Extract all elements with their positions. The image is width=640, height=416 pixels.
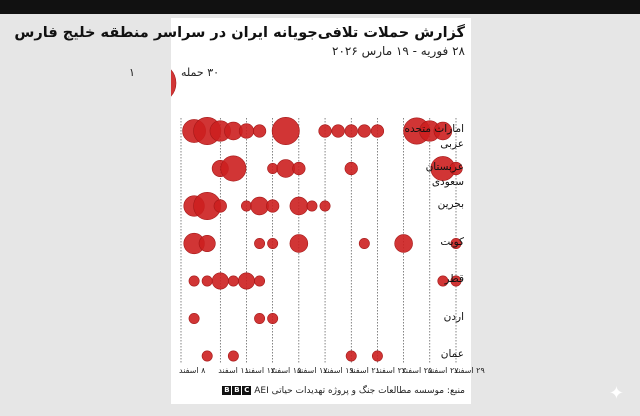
x-tick-label: ۱۵ اسفند (270, 366, 302, 375)
data-bubble (252, 124, 267, 138)
x-tick-label: ۲۱ اسفند (349, 366, 380, 375)
legend-min-label: ۱ (129, 66, 135, 79)
legend-max-bubble (171, 69, 177, 97)
data-bubble (267, 238, 279, 249)
data-bubble (437, 275, 449, 287)
data-bubble (344, 124, 358, 138)
row-label: بحرین (437, 198, 464, 210)
data-bubble (211, 272, 229, 290)
data-bubble (433, 121, 453, 141)
bbc-logo-letter: C (242, 386, 252, 395)
data-bubble (213, 199, 227, 213)
data-bubble (344, 161, 358, 176)
bbc-logo-letter: B (222, 386, 232, 395)
data-bubble (450, 275, 462, 287)
data-bubble (254, 313, 266, 324)
data-bubble (188, 275, 200, 287)
row-label: عربستان سعودی (425, 160, 464, 188)
x-tick-label: ۲۹ اسفند (454, 366, 485, 375)
sparkle-icon: ✦ (608, 383, 624, 404)
data-bubble (271, 117, 300, 145)
data-bubble (227, 350, 239, 362)
data-bubble (289, 234, 309, 253)
data-bubble (276, 159, 296, 178)
data-bubble (254, 275, 266, 287)
data-bubble (370, 124, 385, 138)
data-bubble (289, 196, 309, 216)
data-bubble (198, 235, 216, 252)
source-note: منبع: موسسه مطالعات جنگ و پروژه تهدیدات … (165, 386, 465, 396)
chart-subtitle: ۲۸ فوریه - ۱۹ مارس ۲۰۲۶ (332, 44, 465, 58)
data-bubble (331, 124, 345, 138)
data-bubble (319, 200, 331, 212)
data-bubble (357, 124, 371, 138)
row-label: امارات متحده عربی (404, 123, 464, 150)
row-label: کویت (440, 235, 464, 248)
data-bubble (238, 272, 255, 290)
data-bubble (188, 313, 200, 324)
data-bubble (318, 124, 332, 138)
bbc-logo-letter: B (232, 386, 242, 395)
x-tick-label: ۲۵ اسفند (401, 366, 433, 375)
row-label: قطر (444, 273, 464, 285)
data-bubble (227, 275, 239, 287)
bubble-plot (171, 69, 463, 363)
legend-max-label: ۳۰ حمله (181, 66, 220, 79)
x-tick-label: ۸ اسفند (179, 366, 206, 375)
data-bubble (358, 238, 370, 249)
chart-title: گزارش حملات تلافی‌جویانه ایران در سراسر … (14, 25, 465, 41)
row-label: اردن (443, 310, 464, 323)
bbc-logo: B B C (222, 386, 252, 395)
data-bubble (201, 275, 213, 287)
x-tick-label: ۲۷ اسفند (427, 366, 459, 375)
data-bubble (345, 350, 357, 362)
data-bubble (450, 238, 462, 249)
chart-card: گزارش حملات تلافی‌جویانه ایران در سراسر … (14, 18, 485, 404)
x-tick-label: ۱۷ اسفند (296, 366, 328, 375)
data-bubble (449, 161, 463, 176)
data-bubble (250, 196, 269, 216)
row-label: عمان (440, 348, 464, 360)
data-bubble (254, 238, 266, 249)
x-tick-label: ۲۳ اسفند (375, 366, 407, 375)
data-bubble (238, 123, 255, 139)
data-bubble (201, 350, 213, 362)
data-bubble (267, 313, 279, 324)
data-bubble (266, 199, 280, 213)
data-bubble (220, 155, 247, 182)
data-bubble (267, 163, 279, 174)
x-tick-label: ۱۳ اسفند (244, 366, 276, 375)
data-bubble (394, 234, 413, 253)
data-bubble (292, 161, 306, 176)
data-bubble (371, 350, 383, 362)
top-bar (0, 0, 640, 14)
data-bubble (241, 200, 252, 212)
data-bubble (306, 200, 318, 212)
x-tick-label: ۱۱ اسفند (218, 366, 250, 375)
x-tick-label: ۱۹ اسفند (323, 366, 354, 375)
source-text: منبع: موسسه مطالعات جنگ و پروژه تهدیدات … (254, 386, 465, 396)
